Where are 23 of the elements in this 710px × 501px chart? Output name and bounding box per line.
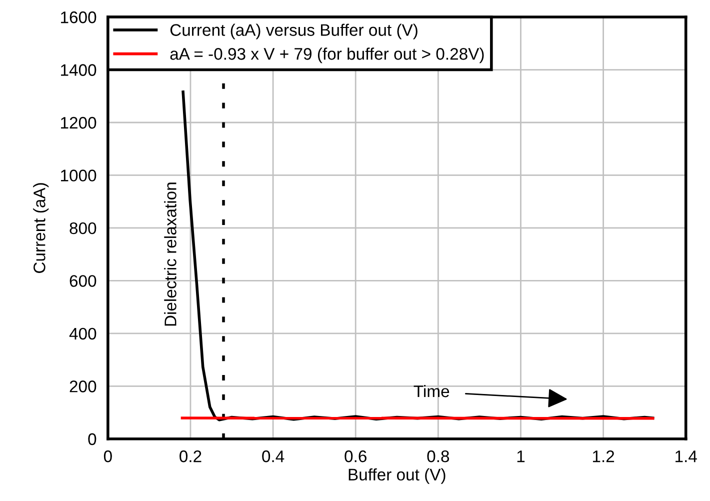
annotation: Time — [414, 384, 450, 398]
x-tick-label: 0.6 — [344, 450, 366, 462]
x-tick-label: 1.4 — [676, 450, 697, 462]
x-tick-label: 0.2 — [180, 450, 202, 462]
x-tick-label: 0 — [104, 450, 112, 462]
y-tick-label: 400 — [69, 328, 96, 340]
y-axis-title: Current (aA) — [33, 183, 49, 273]
y-tick-label: 1200 — [61, 116, 96, 129]
y-tick-label: 1600 — [61, 11, 96, 24]
annotation: Dielectric relaxation — [164, 182, 176, 326]
y-tick-label: 600 — [70, 275, 96, 287]
y-tick-label: 0 — [88, 433, 96, 446]
y-tick-label: 200 — [70, 380, 96, 392]
x-tick-label: 0.8 — [427, 450, 450, 462]
x-axis-title: Buffer out (V) — [348, 468, 446, 484]
x-tick-label: 1.2 — [592, 450, 614, 462]
x-tick-label: 0.4 — [262, 450, 284, 462]
y-tick-label: 1000 — [61, 170, 96, 182]
legend-label: aA = -0.93 x V + 79 (for buffer out > 0.28V) — [170, 48, 484, 64]
y-tick-label: 800 — [70, 222, 96, 234]
legend-label: Current (aA) versus Buffer out (V) — [170, 24, 418, 40]
y-tick-label: 1400 — [61, 64, 96, 76]
x-tick-label: 1 — [517, 450, 525, 462]
